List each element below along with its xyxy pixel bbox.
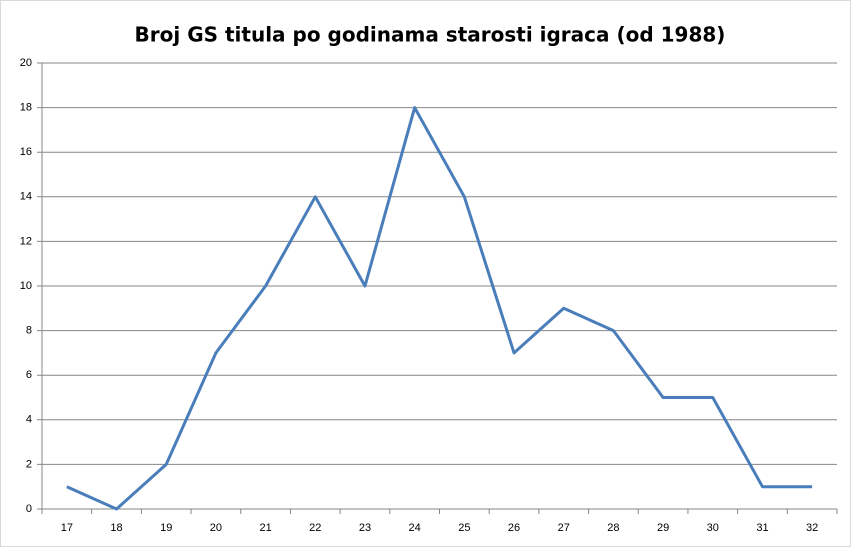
x-tick-label: 31 <box>756 522 768 534</box>
y-tick-label: 0 <box>26 503 32 515</box>
x-tick-label: 20 <box>210 522 222 534</box>
y-tick-label: 14 <box>20 191 32 203</box>
y-tick-label: 12 <box>20 235 32 247</box>
x-tick-label: 18 <box>110 522 122 534</box>
y-tick-label: 20 <box>20 57 32 69</box>
x-tick-label: 28 <box>607 522 619 534</box>
x-tick-label: 21 <box>259 522 271 534</box>
data-line <box>66 106 813 511</box>
chart-title: Broj GS titula po godinama starosti igra… <box>135 23 726 47</box>
y-tick-label: 10 <box>20 280 32 292</box>
y-tick-label: 2 <box>26 458 32 470</box>
x-tick-label: 23 <box>359 522 371 534</box>
y-tick-label: 4 <box>26 414 32 426</box>
x-tick-label: 17 <box>61 522 73 534</box>
x-tick-label: 30 <box>707 522 719 534</box>
x-tick-label: 22 <box>309 522 321 534</box>
y-tick-label: 16 <box>20 146 32 158</box>
x-tick-label: 29 <box>657 522 669 534</box>
y-tick-label: 6 <box>26 369 32 381</box>
x-tick-label: 26 <box>508 522 520 534</box>
x-tick-label: 25 <box>458 522 470 534</box>
y-tick-label: 8 <box>26 325 32 337</box>
x-tick-label: 27 <box>558 522 570 534</box>
x-tick-label: 19 <box>160 522 172 534</box>
x-tick-label: 24 <box>409 522 421 534</box>
chart-area <box>0 0 851 547</box>
x-tick-label: 32 <box>806 522 818 534</box>
y-tick-label: 18 <box>20 102 32 114</box>
